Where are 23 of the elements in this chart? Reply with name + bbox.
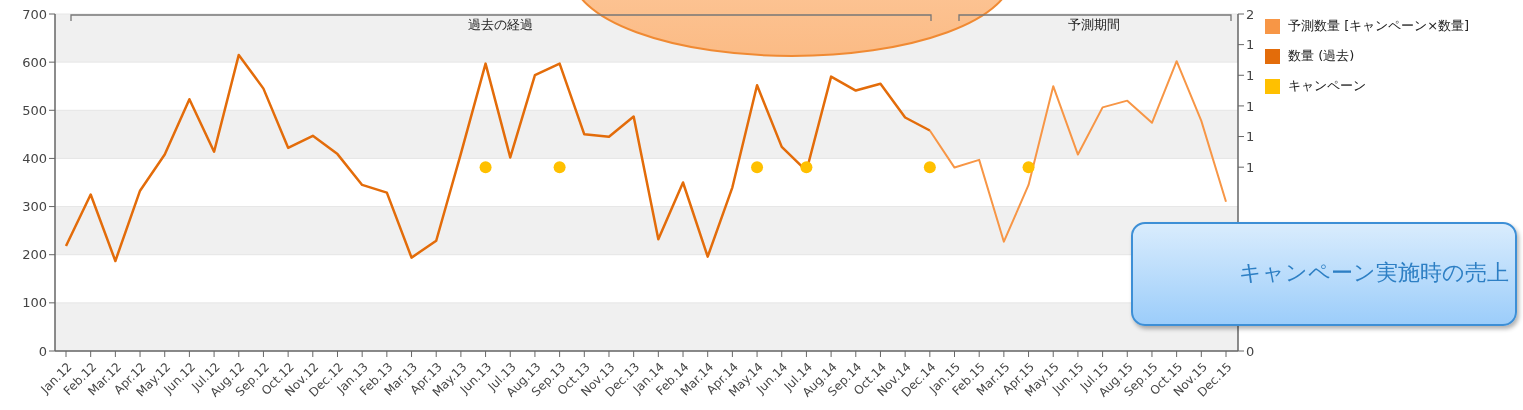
line-series [928, 60, 1227, 243]
y2-tick-label: 1 [1246, 98, 1255, 114]
y2-tick-label: 0 [1246, 343, 1255, 359]
y-tick-label: 0 [38, 343, 47, 359]
y-tick-label: 500 [22, 102, 47, 118]
line-series [64, 53, 932, 263]
legend-label: 予測数量 [キャンペーン×数量] [1288, 17, 1470, 35]
annotation: 予測期間 [1067, 16, 1121, 34]
text: キャンペーン実施時の売上 [1239, 259, 1509, 287]
annotation: 過去の経過 [466, 16, 534, 34]
legend-label: キャンペーン [1288, 77, 1366, 95]
legend-label: 数量 (過去) [1288, 47, 1355, 65]
y-tick-label: 400 [22, 151, 47, 167]
y-tick-label: 100 [22, 295, 47, 311]
y-tick-label: 600 [22, 54, 47, 70]
y-tick-label: 300 [22, 199, 47, 215]
y2-tick-label: 2 [1246, 6, 1255, 22]
y2-tick-label: 1 [1246, 67, 1255, 83]
y-tick-label: 700 [22, 6, 47, 22]
y2-tick-label: 1 [1246, 159, 1255, 175]
y2-tick-label: 1 [1246, 37, 1255, 53]
y2-tick-label: 1 [1246, 129, 1255, 145]
y-tick-label: 200 [22, 247, 47, 263]
